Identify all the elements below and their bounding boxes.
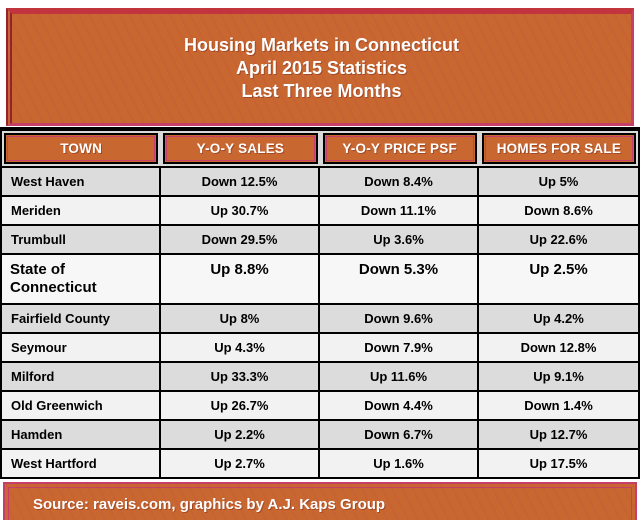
table-row-state-of-connecticut: State of Connecticut Up 8.8% Down 5.3% U… (2, 253, 638, 303)
table-row-seymour: Seymour Up 4.3% Down 7.9% Down 12.8% (2, 332, 638, 361)
yoy-price-psf-cell: Down 11.1% (320, 197, 479, 224)
yoy-price-psf-cell: Up 1.6% (320, 450, 479, 477)
yoy-price-psf-cell: Up 11.6% (320, 363, 479, 390)
table-row-hamden: Hamden Up 2.2% Down 6.7% Up 12.7% (2, 419, 638, 448)
source-banner: Source: raveis.com, graphics by A.J. Kap… (3, 482, 637, 520)
yoy-price-psf-cell: Down 6.7% (320, 421, 479, 448)
homes-for-sale-cell: Up 2.5% (529, 261, 588, 278)
town-cell: Fairfield County (2, 305, 161, 332)
yoy-price-psf-cell: Down 8.4% (320, 168, 479, 195)
homes-for-sale-cell: Down 12.8% (520, 340, 597, 355)
town-cell: Seymour (2, 334, 161, 361)
town-cell: Hamden (2, 421, 161, 448)
column-header-yoy-sales: Y-O-Y SALES (163, 133, 318, 164)
title-line-1: Housing Markets in Connecticut (183, 35, 460, 55)
town-cell: Meriden (2, 197, 161, 224)
homes-for-sale-cell: Up 22.6% (529, 232, 588, 247)
table-row-west-hartford: West Hartford Up 2.7% Up 1.6% Up 17.5% (2, 448, 638, 477)
homes-for-sale-cell: Up 4.2% (533, 311, 584, 326)
homes-for-sale-cell: Up 5% (538, 174, 579, 189)
yoy-sales-cell: Up 30.7% (161, 197, 320, 224)
town-cell: Old Greenwich (2, 392, 161, 419)
town-cell: West Haven (2, 168, 161, 195)
column-header-homes-for-sale: HOMES FOR SALE (481, 133, 636, 164)
column-header-town: TOWN (4, 133, 159, 164)
source-text: Source: raveis.com, graphics by A.J. Kap… (33, 495, 386, 513)
yoy-sales-cell: Up 8.8% (161, 255, 320, 303)
yoy-sales-cell: Up 2.7% (161, 450, 320, 477)
table-row-fairfield-county: Fairfield County Up 8% Down 9.6% Up 4.2% (2, 303, 638, 332)
title-line-3: Last Three Months (241, 81, 402, 101)
yoy-price-psf-cell: Down 7.9% (320, 334, 479, 361)
yoy-sales-cell: Down 12.5% (161, 168, 320, 195)
yoy-price-psf-cell: Up 3.6% (320, 226, 479, 253)
table-row-west-haven: West Haven Down 12.5% Down 8.4% Up 5% (2, 166, 638, 195)
yoy-sales-cell: Down 29.5% (161, 226, 320, 253)
table-row-meriden: Meriden Up 30.7% Down 11.1% Down 8.6% (2, 195, 638, 224)
yoy-sales-cell: Up 33.3% (161, 363, 320, 390)
housing-stats-table: TOWN Y-O-Y SALES Y-O-Y PRICE PSF HOMES F… (0, 127, 640, 479)
title-line-2: April 2015 Statistics (235, 58, 408, 78)
homes-for-sale-cell: Up 9.1% (533, 369, 584, 384)
town-cell: Trumbull (2, 226, 161, 253)
column-header-yoy-price-psf: Y-O-Y PRICE PSF (322, 133, 477, 164)
homes-for-sale-cell: Down 8.6% (524, 203, 593, 218)
yoy-sales-cell: Up 2.2% (161, 421, 320, 448)
yoy-sales-cell: Up 4.3% (161, 334, 320, 361)
table-row-milford: Milford Up 33.3% Up 11.6% Up 9.1% (2, 361, 638, 390)
homes-for-sale-cell: Up 17.5% (529, 456, 588, 471)
town-cell: State of Connecticut (2, 255, 161, 303)
town-cell: Milford (2, 363, 161, 390)
title-banner: Housing Markets in Connecticut April 201… (6, 8, 634, 126)
table-header-row: TOWN Y-O-Y SALES Y-O-Y PRICE PSF HOMES F… (2, 131, 638, 166)
town-cell: West Hartford (2, 450, 161, 477)
yoy-price-psf-cell: Down 9.6% (320, 305, 479, 332)
yoy-sales-cell: Up 26.7% (161, 392, 320, 419)
table-row-trumbull: Trumbull Down 29.5% Up 3.6% Up 22.6% (2, 224, 638, 253)
table-row-old-greenwich: Old Greenwich Up 26.7% Down 4.4% Down 1.… (2, 390, 638, 419)
homes-for-sale-cell: Down 1.4% (524, 398, 593, 413)
yoy-price-psf-cell: Down 4.4% (320, 392, 479, 419)
yoy-price-psf-cell: Down 5.3% (320, 255, 479, 303)
yoy-sales-cell: Up 8% (161, 305, 320, 332)
homes-for-sale-cell: Up 12.7% (529, 427, 588, 442)
